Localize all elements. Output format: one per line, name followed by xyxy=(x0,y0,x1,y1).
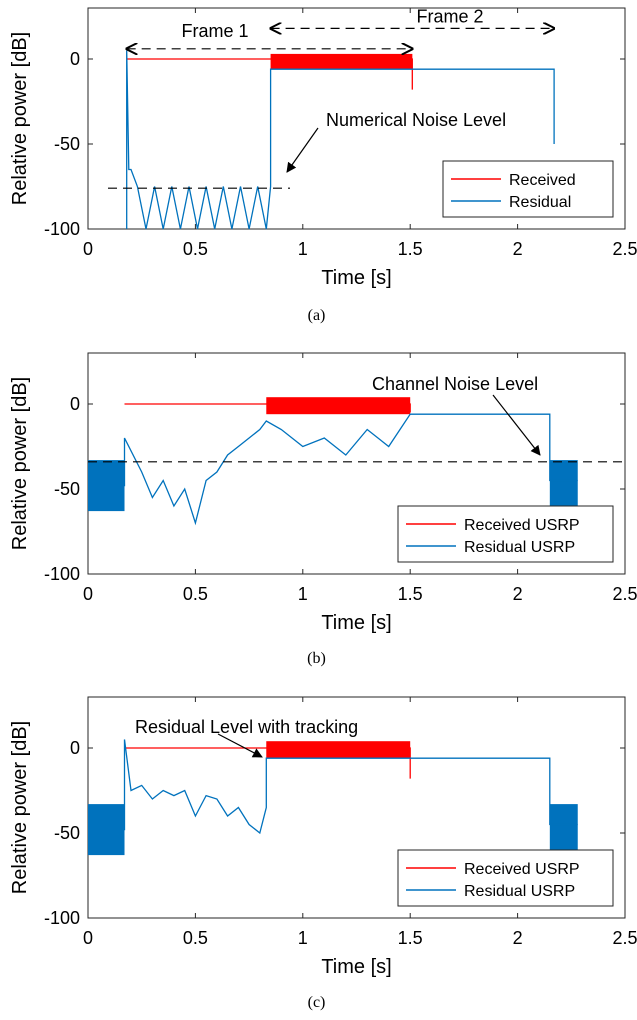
received-series-line xyxy=(124,403,411,413)
x-tick-label: 0.5 xyxy=(183,928,208,948)
legend-box xyxy=(397,849,614,907)
legend: Received USRP Residual USRP xyxy=(397,505,614,563)
panel-caption: (c) xyxy=(308,994,326,1011)
received-series-group xyxy=(124,397,411,415)
received-series-group xyxy=(126,53,413,90)
y-axis-label: Relative power [dB] xyxy=(9,721,31,894)
chart-panel-3: 0 0.5 1 1.5 2 2.5 0 -50 -100 Time [s] Relative pow… xyxy=(9,696,637,1011)
x-tick-label: 2 xyxy=(513,928,523,948)
x-tick-label: 2.5 xyxy=(612,239,637,259)
chart-panel-2: 0 0.5 1 1.5 2 2.5 0 -50 -100 Time [s] Relative pow… xyxy=(9,352,637,667)
legend-label: Residual USRP xyxy=(464,539,575,556)
x-tick-label: 0 xyxy=(83,239,93,259)
legend-box xyxy=(442,160,614,218)
x-axis-label: Time [s] xyxy=(321,267,391,289)
x-tick-label: 1 xyxy=(298,928,308,948)
y-tick-label: -100 xyxy=(44,219,80,239)
received-series-group xyxy=(124,741,411,779)
residual-series-group xyxy=(126,50,555,230)
x-tick-label: 0 xyxy=(83,928,93,948)
received-series-line xyxy=(126,58,413,90)
x-tick-label: 2.5 xyxy=(612,584,637,604)
residual-level-label: Residual Level with tracking xyxy=(135,717,358,737)
frame2-label: Frame 2 xyxy=(416,6,483,26)
y-axis-label: Relative power [dB] xyxy=(9,32,31,205)
x-tick-label: 1.5 xyxy=(398,584,423,604)
x-tick-label: 2.5 xyxy=(612,928,637,948)
panel-caption: (b) xyxy=(307,650,326,667)
x-tick-label: 0 xyxy=(83,584,93,604)
y-tick-label: 0 xyxy=(70,49,80,69)
y-axis-label: Relative power [dB] xyxy=(9,377,31,550)
y-tick-label: 0 xyxy=(70,394,80,414)
x-tick-label: 2 xyxy=(513,584,523,604)
legend: Received Residual xyxy=(442,160,614,218)
y-tick-label: -50 xyxy=(54,134,80,154)
channel-noise-arrow xyxy=(492,394,541,456)
x-axis-label: Time [s] xyxy=(321,956,391,978)
legend-label: Received xyxy=(509,172,576,189)
x-tick-label: 2 xyxy=(513,239,523,259)
channel-noise-label: Channel Noise Level xyxy=(372,374,538,394)
x-axis-label: Time [s] xyxy=(321,612,391,634)
residual-series-band xyxy=(549,804,578,856)
received-series-band xyxy=(266,397,411,415)
panel-caption: (a) xyxy=(308,307,326,324)
y-tick-label: 0 xyxy=(70,738,80,758)
y-tick-label: -100 xyxy=(44,908,80,928)
residual-series-band xyxy=(549,460,578,512)
y-tick-label: -100 xyxy=(44,564,80,584)
legend-label: Received USRP xyxy=(464,517,580,534)
residual-series-group xyxy=(88,413,578,526)
x-tick-label: 0.5 xyxy=(183,584,208,604)
legend-label: Received USRP xyxy=(464,861,580,878)
residual-series-line xyxy=(88,739,578,835)
residual-series-line xyxy=(88,413,578,526)
frame1-label: Frame 1 xyxy=(181,21,248,41)
x-tick-label: 1.5 xyxy=(398,239,423,259)
y-tick-label: -50 xyxy=(54,479,80,499)
residual-series-group xyxy=(88,739,578,856)
y-tick-label: -50 xyxy=(54,823,80,843)
legend: Received USRP Residual USRP xyxy=(397,849,614,907)
x-tick-label: 1 xyxy=(298,239,308,259)
legend-box xyxy=(397,505,614,563)
received-series-line xyxy=(124,747,411,779)
x-tick-label: 0.5 xyxy=(183,239,208,259)
received-series-band xyxy=(270,53,413,70)
residual-series-line xyxy=(126,50,555,230)
legend-label: Residual xyxy=(509,194,571,211)
x-tick-label: 1 xyxy=(298,584,308,604)
received-series-band xyxy=(266,741,411,759)
legend-label: Residual USRP xyxy=(464,883,575,900)
residual-level-arrow xyxy=(217,733,263,758)
numerical-noise-label: Numerical Noise Level xyxy=(326,110,506,130)
x-tick-label: 1.5 xyxy=(398,928,423,948)
plot-area xyxy=(87,7,626,230)
numerical-noise-arrow xyxy=(286,127,319,173)
chart-panel-1: 0 0.5 1 1.5 2 2.5 0 -50 -100 Time [s] Relative pow… xyxy=(9,6,637,324)
